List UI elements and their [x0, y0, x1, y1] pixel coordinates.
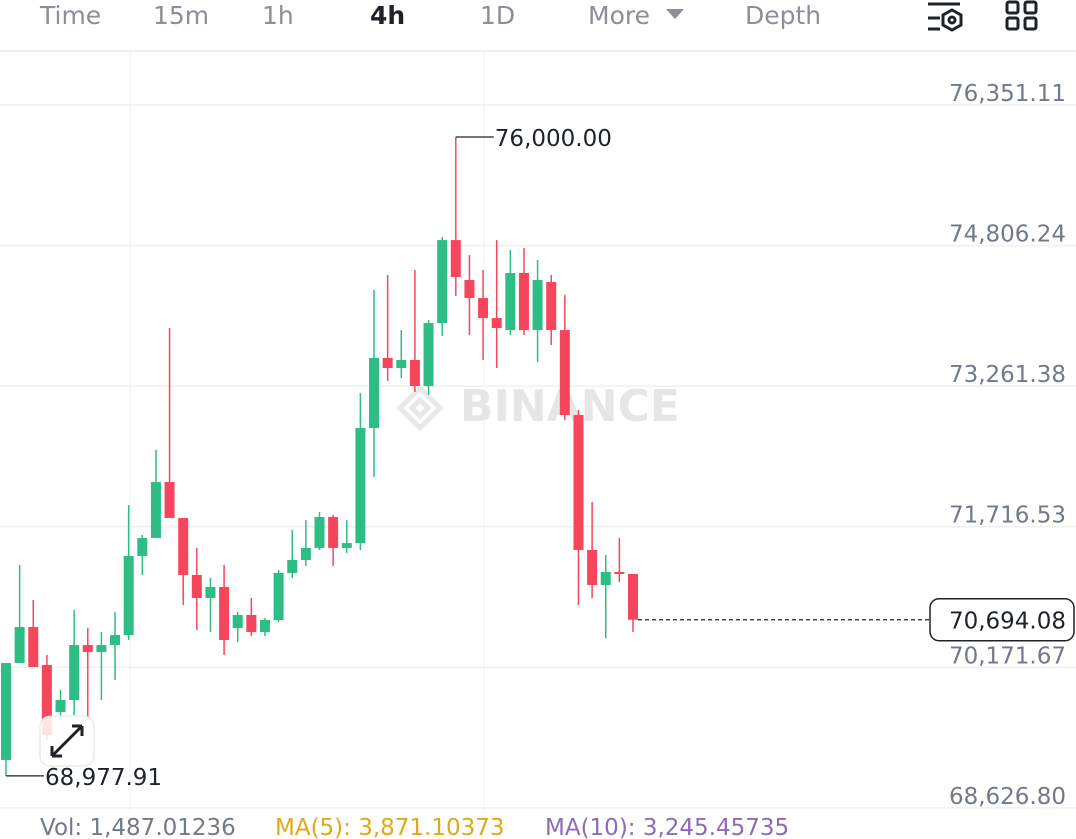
- candle-body: [259, 620, 270, 633]
- candle-body: [396, 359, 407, 368]
- candle-body: [150, 481, 161, 539]
- candle-body: [287, 559, 298, 573]
- candle-body: [423, 323, 434, 387]
- last-price-label: 70,694.08: [949, 609, 1066, 635]
- ma5-label: MA(5): 3,871.10373: [275, 815, 505, 839]
- candle-body: [573, 415, 584, 550]
- candle-body: [28, 627, 39, 667]
- dropdown-arrow: [666, 9, 684, 19]
- tab[interactable]: More: [588, 1, 650, 30]
- candle-body: [518, 273, 529, 331]
- candle-body: [532, 280, 543, 331]
- y-tick-label: 76,351.11: [949, 81, 1066, 107]
- candle-body: [1, 662, 11, 760]
- candle-body: [355, 428, 366, 544]
- candle-body: [628, 573, 638, 620]
- candle-body: [41, 664, 52, 736]
- y-tick-label: 68,626.80: [949, 784, 1066, 810]
- candle-body: [587, 549, 598, 585]
- tab[interactable]: Time: [39, 1, 101, 30]
- settings-icon[interactable]: [928, 2, 963, 32]
- last-price-box: [929, 597, 1075, 642]
- tab[interactable]: 15m: [153, 1, 209, 30]
- layout-icon[interactable]: [1005, 0, 1038, 31]
- candle-body: [123, 555, 134, 636]
- candle-body: [246, 615, 257, 633]
- candle-body: [205, 586, 216, 599]
- watermark-logo: [396, 384, 444, 432]
- y-tick-label: 70,171.67: [949, 643, 1066, 669]
- candle-body: [314, 517, 325, 548]
- expand-button[interactable]: [39, 715, 95, 767]
- candle-body: [450, 240, 461, 278]
- candle-body: [437, 240, 448, 324]
- candle-body: [14, 627, 25, 663]
- candle-body: [491, 318, 502, 329]
- watermark: BINANCE: [460, 381, 680, 432]
- candle-body: [409, 359, 420, 387]
- candle-body: [478, 298, 489, 319]
- candle-body: [232, 615, 243, 629]
- candle-body: [82, 645, 93, 652]
- tab[interactable]: 1h: [262, 1, 294, 30]
- high-label: 76,000.00: [495, 126, 612, 152]
- y-tick-label: 71,716.53: [949, 503, 1066, 529]
- tab[interactable]: 1D: [480, 1, 515, 30]
- candle-body: [164, 481, 175, 519]
- vol-label: Vol: 1,487.01236: [40, 815, 236, 839]
- candle-body: [505, 273, 516, 331]
- candle-body: [110, 635, 121, 646]
- candle-body: [464, 280, 475, 299]
- candle-body: [219, 586, 230, 641]
- candle-body: [191, 574, 202, 599]
- candle-body: [273, 572, 284, 621]
- candle-body: [55, 699, 66, 713]
- candle-body: [137, 538, 148, 556]
- low-label: 68,977.91: [45, 765, 162, 791]
- candle-body: [546, 282, 557, 331]
- y-tick-label: 74,806.24: [949, 222, 1066, 248]
- candle-body: [614, 571, 625, 574]
- candle-body: [96, 645, 107, 652]
- y-tick-label: 73,261.38: [949, 362, 1066, 388]
- tab[interactable]: Depth: [745, 1, 821, 30]
- candle-body: [69, 645, 80, 700]
- candle-body: [300, 547, 311, 560]
- candle-body: [369, 357, 380, 429]
- candle-body: [178, 518, 189, 575]
- ma10-label: MA(10): 3,245.45735: [545, 815, 789, 839]
- candle-body: [600, 571, 611, 585]
- tab-active[interactable]: 4h: [370, 1, 405, 30]
- candle-body: [382, 357, 393, 368]
- candle-body: [341, 543, 352, 548]
- candle-body: [328, 517, 339, 548]
- candle-body: [559, 330, 570, 416]
